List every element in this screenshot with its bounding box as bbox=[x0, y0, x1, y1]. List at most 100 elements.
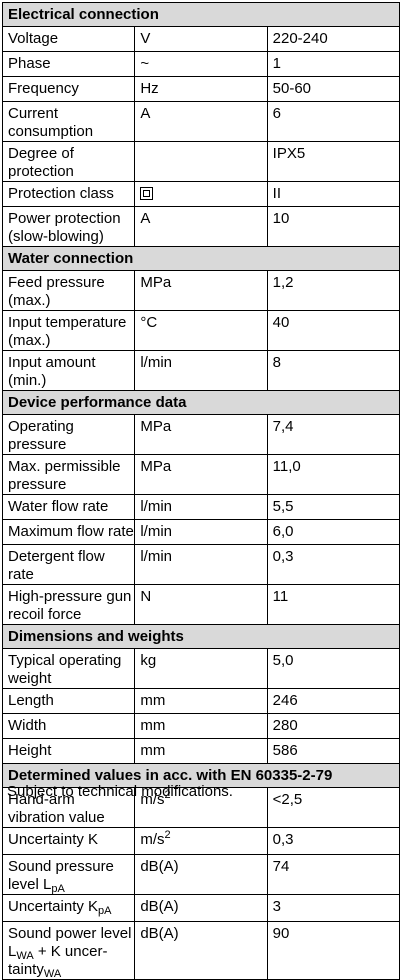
table-row: Typical operating weight kg 5,0 bbox=[1, 648, 401, 689]
table-row: Phase ~ 1 bbox=[1, 51, 401, 77]
row-unit: kg bbox=[134, 648, 268, 689]
row-unit: A bbox=[134, 206, 268, 247]
row-value: 40 bbox=[266, 310, 401, 351]
table-row: Frequency Hz 50-60 bbox=[1, 76, 401, 102]
table-row: Feed pressure (max.) MPa 1,2 bbox=[1, 270, 401, 311]
table-row: Max. permissible pressure MPa 11,0 bbox=[1, 454, 401, 495]
row-value: 1,2 bbox=[266, 270, 401, 311]
row-unit: N bbox=[134, 584, 268, 625]
row-unit: V bbox=[134, 26, 268, 52]
row-unit: ~ bbox=[134, 51, 268, 77]
section-title: Electrical connection bbox=[2, 2, 400, 27]
row-value: 3 bbox=[266, 894, 401, 922]
table-row: Degree of protection IPX5 bbox=[1, 141, 401, 182]
row-unit: m/s2 bbox=[134, 827, 268, 855]
row-unit: MPa bbox=[134, 414, 268, 455]
table-row: Uncertainty KpA dB(A) 3 bbox=[1, 894, 401, 922]
row-label: Water flow rate bbox=[1, 494, 136, 520]
row-label: Input temperature (max.) bbox=[1, 310, 136, 351]
table-row: Input temperature (max.) °C 40 bbox=[1, 310, 401, 351]
unit-superscript: 2 bbox=[164, 789, 171, 801]
row-value: 7,4 bbox=[266, 414, 401, 455]
row-label: Uncertainty KpA bbox=[1, 894, 136, 922]
section-header-determined-values: Determined values in acc. with EN 60335-… bbox=[2, 763, 400, 788]
row-unit: Hz bbox=[134, 76, 268, 102]
row-value: 0,3 bbox=[266, 544, 401, 585]
row-label: Protection class bbox=[1, 181, 136, 207]
section-header-performance: Device performance data bbox=[2, 390, 400, 415]
technical-data-table: Electrical connection Voltage V 220-240 … bbox=[1, 2, 401, 980]
row-unit: dB(A) bbox=[134, 921, 268, 980]
row-label: Width bbox=[1, 713, 136, 739]
unit-text: m/s bbox=[140, 831, 165, 848]
row-unit: mm bbox=[134, 738, 268, 764]
row-label: Height bbox=[1, 738, 136, 764]
section-header-water: Water connection bbox=[2, 246, 400, 271]
row-unit: MPa bbox=[134, 454, 268, 495]
row-value: II bbox=[266, 181, 401, 207]
technical-data-sheet: Electrical connection Voltage V 220-240 … bbox=[1, 2, 401, 980]
table-row: Height mm 586 bbox=[1, 738, 401, 764]
row-value: 1 bbox=[266, 51, 401, 77]
row-label: Typical operating weight bbox=[1, 648, 136, 689]
section-title: Device performance data bbox=[2, 390, 400, 415]
row-label: Current consumption bbox=[1, 101, 136, 142]
row-label: Sound pressure level LpA bbox=[1, 854, 136, 895]
row-unit: l/min bbox=[134, 519, 268, 545]
row-unit: l/min bbox=[134, 350, 268, 391]
row-value: 5,5 bbox=[266, 494, 401, 520]
section-header-electrical: Electrical connection bbox=[2, 2, 400, 27]
label-continuation: + K uncer- bbox=[33, 943, 108, 960]
table-row: Width mm 280 bbox=[1, 713, 401, 739]
protection-class-ii-icon bbox=[140, 187, 154, 200]
row-label: Degree of protection bbox=[1, 141, 136, 182]
row-label: Voltage bbox=[1, 26, 136, 52]
row-value: 280 bbox=[266, 713, 401, 739]
table-row: Length mm 246 bbox=[1, 688, 401, 714]
row-unit: mm bbox=[134, 713, 268, 739]
row-value: <2,5 bbox=[266, 787, 401, 828]
row-label: Power protection (slow-blowing) bbox=[1, 206, 136, 247]
table-row: Voltage V 220-240 bbox=[1, 26, 401, 52]
row-unit bbox=[134, 141, 268, 182]
label-line-two-subscript: WA bbox=[43, 968, 62, 980]
row-unit: °C bbox=[134, 310, 268, 351]
table-row: Input amount (min.) l/min 8 bbox=[1, 350, 401, 391]
row-label: High-pressure gun recoil force bbox=[1, 584, 136, 625]
footnote: Subject to technical modifications. bbox=[7, 783, 233, 800]
label-text: Uncertainty K bbox=[8, 898, 99, 915]
table-row: Sound power level LWA + K uncer-taintyWA… bbox=[1, 921, 401, 980]
row-value: 0,3 bbox=[266, 827, 401, 855]
row-label: Max. permissible pressure bbox=[1, 454, 136, 495]
table-row: Current consumption A 6 bbox=[1, 101, 401, 142]
row-value: 10 bbox=[266, 206, 401, 247]
row-unit: A bbox=[134, 101, 268, 142]
row-label: Phase bbox=[1, 51, 136, 77]
row-label: Feed pressure (max.) bbox=[1, 270, 136, 311]
table-row: Maximum flow rate l/min 6,0 bbox=[1, 519, 401, 545]
table-row: Water flow rate l/min 5,5 bbox=[1, 494, 401, 520]
row-value: 11 bbox=[266, 584, 401, 625]
row-unit bbox=[134, 181, 268, 207]
row-value: 246 bbox=[266, 688, 401, 714]
row-value: IPX5 bbox=[266, 141, 401, 182]
section-header-dimensions: Dimensions and weights bbox=[2, 624, 400, 649]
row-value: 220-240 bbox=[266, 26, 401, 52]
table-row: High-pressure gun recoil force N 11 bbox=[1, 584, 401, 625]
section-title: Determined values in acc. with EN 60335-… bbox=[2, 763, 400, 788]
row-unit: l/min bbox=[134, 494, 268, 520]
row-value: 5,0 bbox=[266, 648, 401, 689]
row-label: Maximum flow rate bbox=[1, 519, 136, 545]
row-value: 586 bbox=[266, 738, 401, 764]
row-value: 90 bbox=[266, 921, 401, 980]
table-row: Sound pressure level LpA dB(A) 74 bbox=[1, 854, 401, 895]
table-row: Uncertainty K m/s2 0,3 bbox=[1, 827, 401, 855]
row-label: Input amount (min.) bbox=[1, 350, 136, 391]
label-subscript: pA bbox=[51, 883, 65, 895]
label-line-two: tainty bbox=[8, 961, 44, 978]
row-value: 74 bbox=[266, 854, 401, 895]
row-unit: dB(A) bbox=[134, 854, 268, 895]
row-value: 11,0 bbox=[266, 454, 401, 495]
label-subscript: pA bbox=[98, 905, 112, 917]
row-unit: mm bbox=[134, 688, 268, 714]
